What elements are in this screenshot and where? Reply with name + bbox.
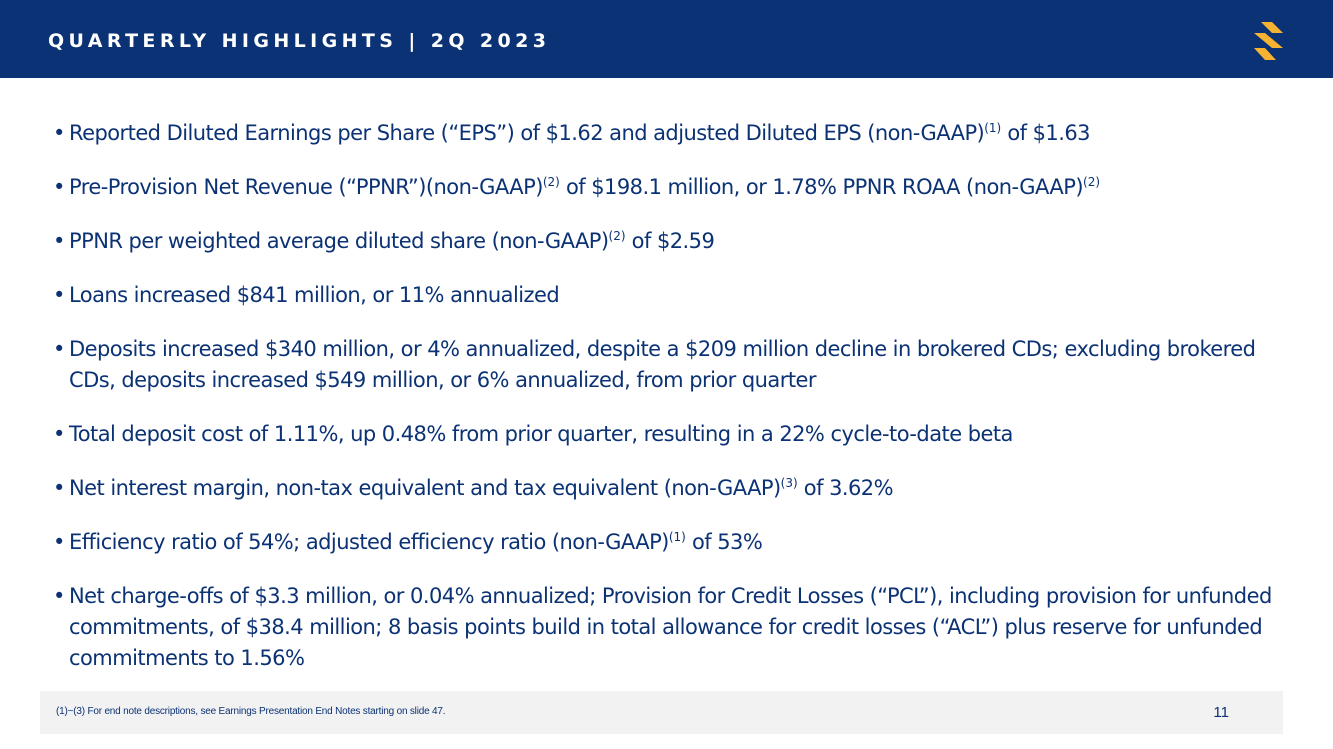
page-title: QUARTERLY HIGHLIGHTS | 2Q 2023	[48, 30, 551, 52]
highlight-text: of $2.59	[625, 229, 715, 253]
endnote-reference: (2)	[1083, 175, 1101, 189]
highlight-bullet: PPNR per weighted average diluted share …	[53, 226, 1303, 257]
highlight-text: Total deposit cost of 1.11%, up 0.48% fr…	[69, 422, 1013, 446]
highlight-bullet: Reported Diluted Earnings per Share (“EP…	[53, 118, 1303, 149]
endnote-reference: (1)	[984, 121, 1002, 135]
highlight-bullet: Net interest margin, non-tax equivalent …	[53, 473, 1303, 504]
highlight-text: of $198.1 million, or 1.78% PPNR ROAA (n…	[559, 175, 1084, 199]
endnote-reference: (1)	[668, 530, 686, 544]
highlight-text: Efficiency ratio of 54%; adjusted effici…	[69, 530, 669, 554]
highlight-text: of 53%	[685, 530, 763, 554]
highlight-text: Net interest margin, non-tax equivalent …	[69, 476, 781, 500]
brand-s-logo-icon	[1254, 22, 1283, 60]
page-number: 11	[1213, 704, 1229, 721]
highlight-bullet: Deposits increased $340 million, or 4% a…	[53, 334, 1303, 396]
endnote-reference: (2)	[608, 229, 626, 243]
highlight-text: Pre-Provision Net Revenue (“PPNR”)(non-G…	[69, 175, 543, 199]
footnote: (1)~(3) For end note descriptions, see E…	[56, 706, 446, 717]
header-bar: QUARTERLY HIGHLIGHTS | 2Q 2023	[0, 0, 1333, 78]
highlight-text: of 3.62%	[797, 476, 894, 500]
footer-band: (1)~(3) For end note descriptions, see E…	[40, 691, 1283, 734]
highlight-bullet: Loans increased $841 million, or 11% ann…	[53, 280, 1303, 311]
highlight-bullet: Efficiency ratio of 54%; adjusted effici…	[53, 527, 1303, 558]
highlight-text: Deposits increased $340 million, or 4% a…	[69, 337, 1256, 392]
highlight-bullet: Total deposit cost of 1.11%, up 0.48% fr…	[53, 419, 1303, 450]
highlight-text: PPNR per weighted average diluted share …	[69, 229, 609, 253]
highlight-text: Loans increased $841 million, or 11% ann…	[69, 283, 560, 307]
highlight-bullet: Net charge-offs of $3.3 million, or 0.04…	[53, 581, 1303, 674]
highlights-list: Reported Diluted Earnings per Share (“EP…	[53, 118, 1303, 697]
highlight-text: Net charge-offs of $3.3 million, or 0.04…	[69, 584, 1272, 670]
endnote-reference: (3)	[780, 476, 798, 490]
highlight-text: of $1.63	[1001, 121, 1090, 145]
highlight-bullet: Pre-Provision Net Revenue (“PPNR”)(non-G…	[53, 172, 1303, 203]
highlight-text: Reported Diluted Earnings per Share (“EP…	[69, 121, 985, 145]
endnote-reference: (2)	[542, 175, 560, 189]
